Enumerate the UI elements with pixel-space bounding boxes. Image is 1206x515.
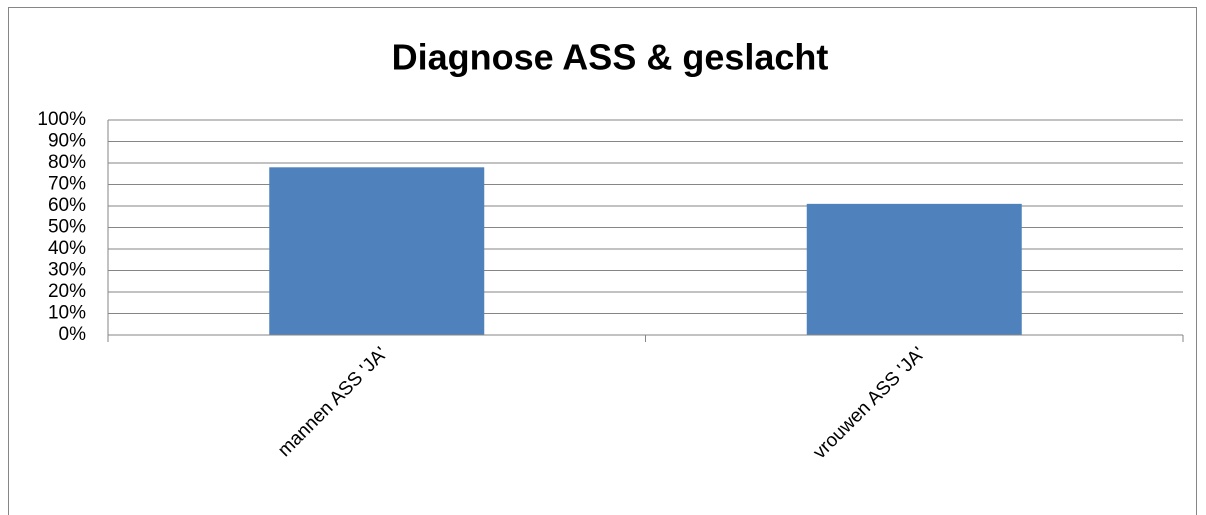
y-tick-label: 50%	[48, 217, 86, 238]
y-tick-label: 20%	[48, 281, 86, 302]
y-tick-label: 30%	[48, 260, 86, 281]
y-tick-label: 10%	[48, 303, 86, 324]
y-tick-label: 90%	[48, 131, 86, 152]
y-tick-label: 70%	[48, 174, 86, 195]
y-tick-label: 0%	[59, 324, 87, 345]
y-tick-label: 40%	[48, 238, 86, 259]
chart-title: Diagnose ASS & geslacht	[392, 37, 829, 78]
y-tick-label: 80%	[48, 152, 86, 173]
bar	[269, 167, 485, 335]
y-tick-label: 100%	[37, 109, 86, 130]
bar	[806, 203, 1022, 335]
y-tick-label: 60%	[48, 195, 86, 216]
